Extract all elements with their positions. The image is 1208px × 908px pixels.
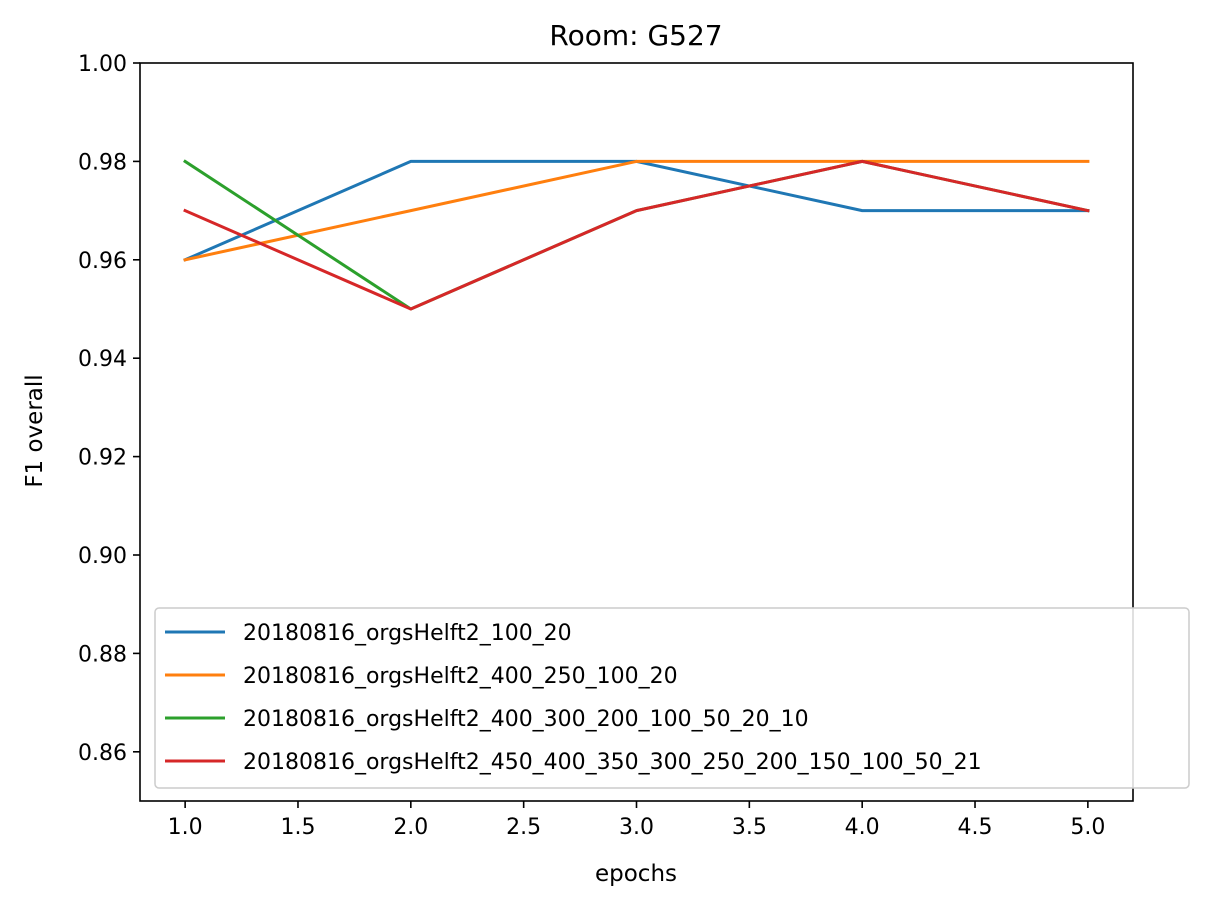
- x-tick-label: 3.5: [732, 815, 767, 840]
- y-tick-label: 0.92: [78, 446, 127, 471]
- series-line-2: [183, 159, 1090, 262]
- x-tick-label: 2.5: [506, 815, 541, 840]
- x-tick-label: 1.5: [280, 815, 315, 840]
- plot-area: 1.0 1.5 2.0 2.5 3.0 3.5 4.0 4.5 5.0 0.86 0.88 0.90 0…: [78, 52, 1134, 840]
- x-tick-label: 4.5: [958, 815, 993, 840]
- plot-frame: [139, 62, 1134, 802]
- legend-label-2: 20180816_orgsHelft2_400_250_100_20: [243, 664, 678, 689]
- x-tick-label: 5.0: [1070, 815, 1105, 840]
- x-tick-label: 4.0: [845, 815, 880, 840]
- legend-box: [154, 607, 1190, 789]
- x-tick-label: 3.0: [619, 815, 654, 840]
- y-tick-label: 0.94: [78, 347, 127, 372]
- legend-label-4: 20180816_orgsHelft2_450_400_350_300_250_…: [243, 750, 982, 775]
- x-tick-label: 2.0: [393, 815, 428, 840]
- legend: 20180816_orgsHelft2_100_20 20180816_orgsH…: [154, 607, 1190, 789]
- legend-label-3: 20180816_orgsHelft2_400_300_200_100_50_2…: [243, 707, 809, 732]
- y-tick-label: 0.88: [78, 642, 127, 667]
- legend-label-1: 20180816_orgsHelft2_100_20: [243, 621, 572, 646]
- chart-title: Room: G527: [549, 19, 722, 52]
- x-axis-label: epochs: [595, 861, 677, 887]
- series-line-4: [183, 159, 1090, 311]
- y-axis-label: F1 overall: [22, 374, 48, 487]
- y-tick-label: 0.90: [78, 544, 127, 569]
- y-tick-label: 0.96: [78, 249, 127, 274]
- y-tick-label: 0.86: [78, 741, 127, 766]
- y-tick-label: 0.98: [78, 150, 127, 175]
- x-tick-label: 1.0: [168, 815, 203, 840]
- y-tick-label: 1.00: [78, 52, 127, 77]
